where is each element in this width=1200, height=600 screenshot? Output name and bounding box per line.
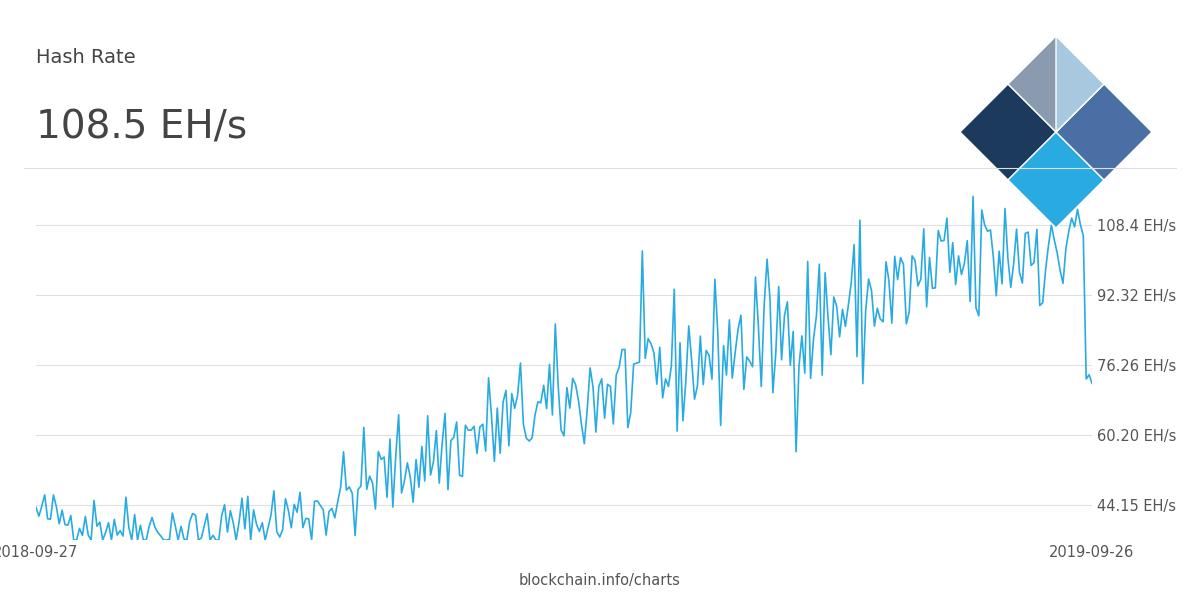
Text: blockchain.info/charts: blockchain.info/charts [520,573,680,588]
Polygon shape [1008,36,1104,132]
Text: 108.5 EH/s: 108.5 EH/s [36,108,247,146]
Polygon shape [1056,84,1152,180]
Text: Hash Rate: Hash Rate [36,48,136,67]
Polygon shape [1056,36,1104,132]
Polygon shape [960,84,1056,180]
Polygon shape [1008,132,1104,228]
